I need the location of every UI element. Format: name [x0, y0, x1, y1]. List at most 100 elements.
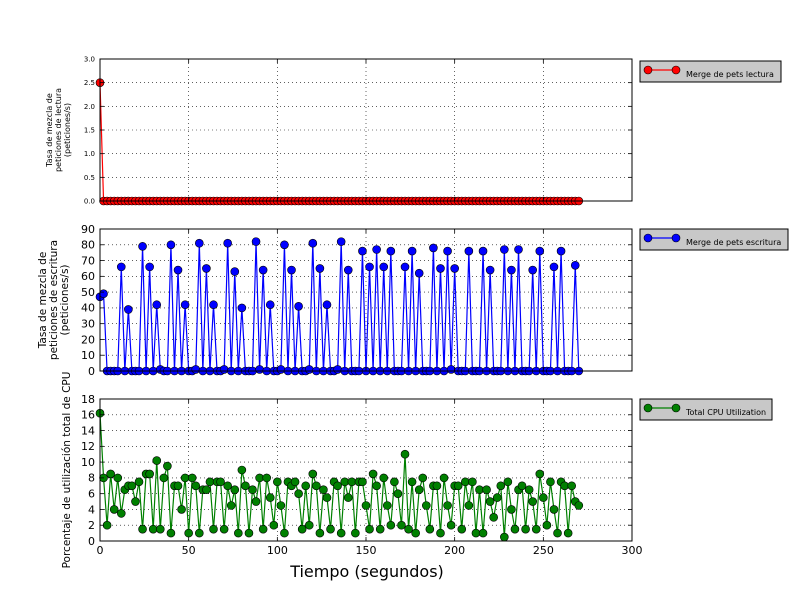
y-axis-label: Tasa de mezcla de	[45, 93, 54, 168]
data-point	[524, 485, 534, 495]
data-point	[414, 485, 424, 495]
data-point	[106, 469, 115, 479]
legend-marker	[671, 403, 681, 413]
data-point	[517, 481, 527, 491]
data-point	[166, 240, 176, 250]
data-point	[223, 238, 232, 248]
data-point	[358, 477, 367, 487]
data-point	[102, 520, 112, 530]
y-tick-label: 14	[81, 424, 95, 437]
data-point	[411, 528, 420, 538]
data-point	[535, 469, 545, 479]
data-point	[262, 473, 271, 483]
data-point	[464, 246, 474, 256]
legend-label: Total CPU Utilization	[685, 408, 766, 417]
data-point	[138, 242, 147, 251]
x-tick-label: 200	[444, 544, 465, 557]
data-point	[446, 520, 456, 530]
y-tick-label: 70	[81, 254, 95, 267]
data-point	[464, 501, 474, 510]
y-tick-label: 40	[81, 302, 95, 315]
data-point	[365, 262, 374, 272]
data-point	[382, 501, 392, 510]
data-point	[372, 245, 381, 254]
data-point	[343, 493, 353, 502]
y-tick-label: 1.5	[84, 126, 95, 134]
data-point	[457, 524, 467, 534]
data-point	[230, 485, 240, 495]
data-point	[531, 524, 541, 534]
data-point	[269, 520, 279, 530]
data-point	[351, 528, 360, 538]
data-point	[489, 513, 498, 522]
y-tick-label: 2.0	[84, 103, 95, 111]
data-point	[386, 520, 396, 530]
data-point	[255, 365, 264, 374]
data-point	[219, 524, 229, 534]
y-axis-label: Tasa de mezcla de	[37, 252, 49, 350]
data-point	[315, 528, 325, 538]
y-tick-label: 20	[81, 333, 95, 346]
data-point	[429, 243, 438, 253]
data-point	[294, 489, 303, 498]
data-point	[414, 268, 424, 278]
data-point	[528, 265, 537, 275]
data-point	[326, 524, 335, 534]
data-point	[308, 469, 318, 479]
y-tick-label: 12	[81, 440, 95, 453]
data-point	[361, 501, 371, 510]
data-point	[116, 262, 126, 272]
y-tick-label: 2	[88, 519, 95, 532]
data-point	[202, 264, 211, 273]
data-point	[553, 528, 562, 538]
series-line	[99, 413, 580, 538]
y-axis-label: peticiones de lectura	[54, 88, 63, 172]
data-point	[425, 524, 435, 534]
data-point	[375, 524, 385, 534]
y-tick-label: 2.5	[84, 79, 95, 87]
data-point	[191, 365, 201, 374]
x-tick-label: 50	[182, 544, 196, 557]
data-point	[312, 481, 321, 491]
data-point	[542, 520, 552, 530]
y-tick-label: 0.5	[84, 174, 95, 182]
data-point	[443, 246, 452, 256]
data-point	[116, 509, 126, 518]
data-point	[177, 505, 186, 514]
y-tick-label: 0.0	[84, 197, 95, 205]
data-point	[549, 262, 559, 272]
data-point	[99, 289, 108, 298]
data-point	[500, 532, 509, 542]
data-point	[241, 481, 250, 491]
data-point	[258, 265, 268, 275]
data-point	[333, 481, 342, 491]
data-point	[184, 528, 193, 538]
data-point	[393, 489, 403, 498]
data-point	[308, 238, 318, 248]
x-tick-label: 300	[622, 544, 643, 557]
data-point	[535, 246, 545, 256]
data-point	[567, 481, 577, 491]
data-point	[468, 477, 477, 487]
data-point	[372, 481, 381, 491]
data-point	[258, 524, 268, 534]
data-point	[248, 485, 257, 495]
data-point	[315, 264, 325, 273]
data-point	[301, 481, 311, 491]
data-point	[322, 493, 332, 502]
data-point	[273, 477, 282, 487]
y-tick-label: 1.0	[84, 150, 95, 158]
data-point	[379, 473, 389, 483]
data-point	[166, 528, 176, 538]
y-tick-label: 50	[81, 286, 95, 299]
data-point	[124, 305, 133, 314]
y-tick-label: 10	[81, 456, 95, 469]
data-point	[379, 262, 389, 272]
data-point	[152, 300, 162, 310]
y-tick-label: 80	[81, 239, 95, 252]
data-point	[280, 240, 289, 250]
y-axis-label: Porcentaje de utilización total de CPU	[61, 372, 73, 569]
data-point	[400, 262, 410, 272]
